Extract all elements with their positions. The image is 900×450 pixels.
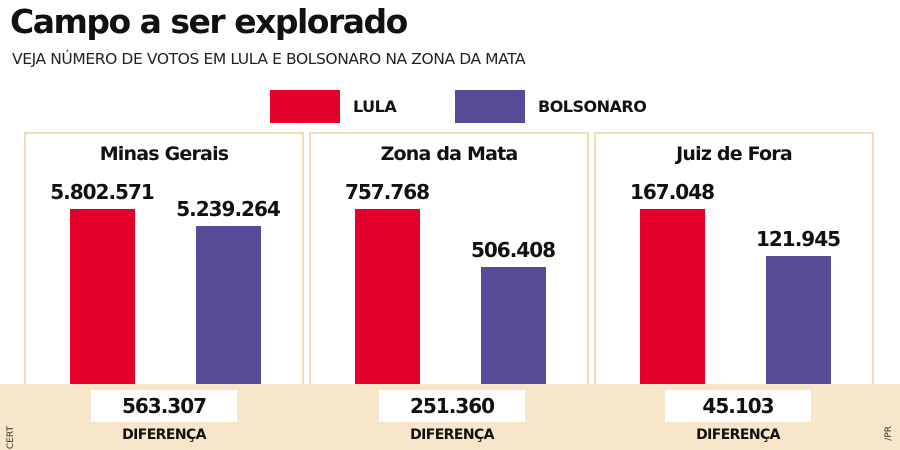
difference-value: 251.360 [379,390,525,422]
chart-subtitle: VEJA NÚMERO DE VOTOS EM LULA E BOLSONARO… [12,50,526,68]
legend-swatch-lula [270,90,340,123]
bar-bolsonaro [766,256,831,384]
chart-panel: Zona da Mata 757.768 506.408 [309,132,589,384]
difference-label: DIFERENÇA [122,427,206,443]
credit-left: CERT [6,426,16,450]
chart-title: Campo a ser explorado [10,2,408,41]
bar-value-label-bolsonaro: 121.945 [755,227,841,251]
difference-label: DIFERENÇA [696,427,780,443]
bar-lula [640,209,705,384]
bar-value-label-bolsonaro: 506.408 [470,238,556,262]
difference-label: DIFERENÇA [410,427,494,443]
bar-lula [70,209,135,384]
chart-panel: Juiz de Fora 167.048 121.945 [594,132,874,384]
chart-panel: Minas Gerais 5.802.571 5.239.264 [24,132,304,384]
panel-title: Juiz de Fora [676,143,793,165]
bar-value-label-lula: 5.802.571 [50,180,155,204]
panel-title: Minas Gerais [99,143,229,165]
difference-value: 563.307 [91,390,237,422]
difference-value: 45.103 [665,390,811,422]
bar-bolsonaro [196,226,261,384]
bar-value-label-lula: 757.768 [344,180,430,204]
legend-item-bolsonaro: BOLSONARO [455,90,647,123]
bar-lula [355,209,420,384]
legend-swatch-bolsonaro [455,90,525,123]
credit-right: /PR [884,426,894,441]
legend-label-bolsonaro: BOLSONARO [538,97,647,116]
legend-label-lula: LULA [353,97,397,116]
bar-bolsonaro [481,267,546,384]
legend-item-lula: LULA [270,90,397,123]
bar-value-label-lula: 167.048 [629,180,715,204]
bar-value-label-bolsonaro: 5.239.264 [176,197,281,221]
panel-title: Zona da Mata [380,143,519,165]
